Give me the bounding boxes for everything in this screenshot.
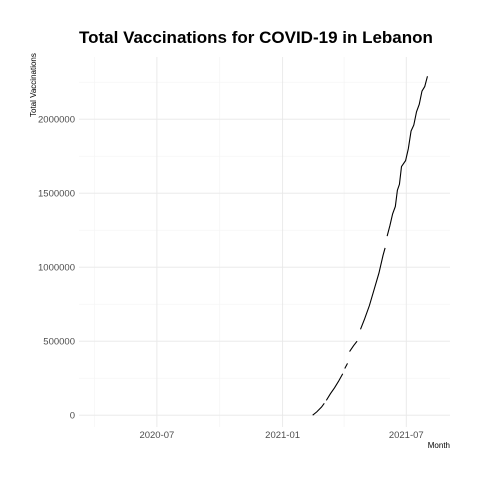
y-tick-label: 500000 [43,337,75,348]
y-axis-tick-labels: 0 500000 1000000 1500000 2000000 [38,115,75,422]
y-tick-label: 2000000 [38,115,75,126]
series-line-segment [349,340,358,352]
y-tick-label: 1500000 [38,189,75,200]
x-axis-title: Month [428,441,450,450]
series-line-segment [386,76,428,237]
series-line-segment [312,402,325,416]
series-line-segment [344,363,348,369]
series-line-segment [325,373,344,401]
y-axis-title: Total Vaccinations [29,53,38,117]
series-layer [312,76,428,416]
chart-title: Total Vaccinations for COVID-19 in Leban… [79,28,433,47]
x-axis-tick-labels: 2020-07 2021-01 2021-07 [139,430,423,441]
y-tick-label: 1000000 [38,263,75,274]
x-tick-label: 2020-07 [139,430,174,441]
major-gridlines [79,57,450,427]
x-tick-label: 2021-07 [389,430,424,441]
x-tick-label: 2021-01 [265,430,300,441]
minor-gridlines [79,57,450,427]
y-tick-label: 0 [70,411,75,422]
series-line-segment [359,247,386,330]
